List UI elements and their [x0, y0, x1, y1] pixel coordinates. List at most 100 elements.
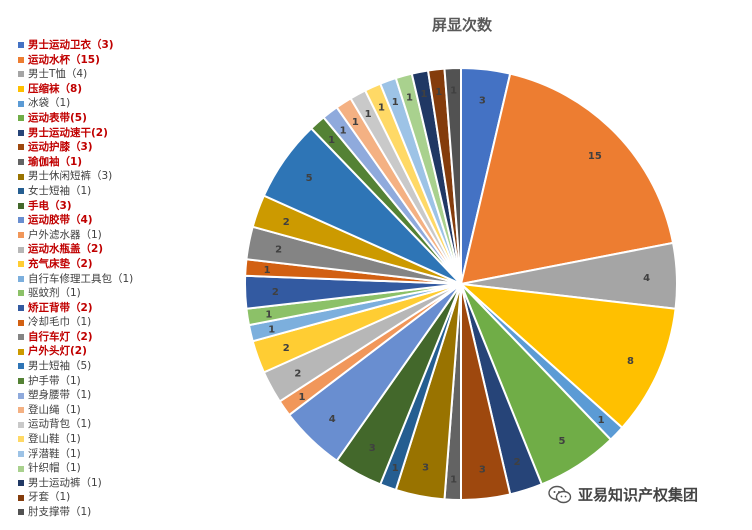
legend-label: 户外头灯(2)	[28, 345, 87, 358]
legend-swatch	[18, 334, 24, 341]
slice-value-label: 1	[392, 463, 399, 474]
legend-swatch	[18, 421, 24, 428]
slice-value-label: 1	[299, 392, 306, 403]
legend-swatch	[18, 188, 24, 195]
slice-value-label: 1	[328, 135, 335, 146]
legend-swatch	[18, 115, 24, 122]
legend-item: 针织帽（1)	[18, 461, 228, 476]
pie-slice	[459, 72, 675, 286]
slice-value-label: 4	[643, 273, 650, 284]
legend-item: 浮潜鞋（1)	[18, 447, 228, 462]
legend-item: 男士运动裤（1)	[18, 476, 228, 491]
slice-value-label: 1	[421, 89, 428, 100]
legend-label: 牙套（1)	[28, 491, 71, 504]
slice-value-label: 3	[369, 443, 376, 454]
legend-swatch	[18, 392, 24, 399]
legend-label: 针织帽（1)	[28, 462, 81, 475]
slice-value-label: 3	[479, 95, 486, 106]
slice-value-label: 1	[264, 265, 271, 276]
legend-item: 运动背包（1)	[18, 417, 228, 432]
legend-swatch	[18, 42, 24, 49]
legend-label: 男士运动卫衣（3)	[28, 39, 114, 51]
legend-label: 男士短袖（5)	[28, 360, 92, 373]
legend-item: 运动护膝（3)	[18, 140, 228, 155]
legend-swatch	[18, 348, 24, 355]
legend-label: 护手带（1)	[28, 374, 81, 387]
slice-value-label: 2	[275, 245, 282, 256]
legend-swatch	[18, 246, 24, 253]
legend-label: 压缩袜（8)	[28, 82, 83, 95]
slice-value-label: 1	[450, 474, 457, 485]
legend-swatch	[18, 304, 24, 311]
slice-value-label: 2	[272, 287, 279, 298]
legend-label: 矫正背带（2)	[28, 301, 93, 314]
legend-item: 护手带（1)	[18, 374, 228, 389]
slice-value-label: 3	[479, 465, 486, 476]
legend-item: 瑜伽袖（1)	[18, 155, 228, 170]
slice-value-label: 1	[268, 324, 275, 335]
legend-item: 冰袋（1)	[18, 96, 228, 111]
legend-label: 冷却毛巾（1)	[28, 316, 92, 329]
slice-value-label: 8	[627, 356, 634, 367]
slice-value-label: 1	[598, 415, 605, 426]
legend-item: 男士休闲短裤（3)	[18, 169, 228, 184]
legend-item: 运动水杯（15)	[18, 53, 228, 68]
legend-label: 塑身腰带（1)	[28, 389, 92, 402]
slice-value-label: 5	[306, 173, 313, 184]
slice-value-label: 1	[378, 103, 385, 114]
legend-label: 登山绳（1)	[28, 403, 81, 416]
slice-value-label: 5	[558, 436, 565, 447]
legend-label: 自行车修理工具包（1)	[28, 272, 134, 285]
legend-label: 运动水杯（15)	[28, 53, 100, 66]
legend-label: 女士短袖（1)	[28, 184, 92, 197]
slice-value-label: 1	[392, 97, 399, 108]
legend-swatch	[18, 494, 24, 501]
legend-label: 户外滤水器（1)	[28, 228, 102, 241]
legend-label: 肘支撑带（1)	[28, 506, 92, 518]
slice-value-label: 1	[340, 125, 347, 136]
legend-label: 自行车灯（2)	[28, 330, 93, 343]
legend-swatch	[18, 363, 24, 370]
legend-item: 矫正背带（2)	[18, 301, 228, 316]
legend-item: 男士T恤（4)	[18, 67, 228, 82]
legend-swatch	[18, 377, 24, 384]
legend-label: 运动水瓶盖（2)	[28, 243, 104, 256]
legend-item: 女士短袖（1)	[18, 184, 228, 199]
slice-value-label: 1	[435, 87, 442, 98]
legend-swatch	[18, 465, 24, 472]
legend-swatch	[18, 290, 24, 297]
legend-swatch	[18, 144, 24, 151]
legend-label: 运动护膝（3)	[28, 141, 93, 154]
legend-item: 运动胶带（4)	[18, 213, 228, 228]
legend-swatch	[18, 261, 24, 268]
legend-item: 登山鞋（1)	[18, 432, 228, 447]
legend-item: 手电（3)	[18, 199, 228, 214]
legend-label: 男士T恤（4)	[28, 68, 88, 81]
legend-item: 男士运动卫衣（3)	[18, 38, 228, 53]
legend-item: 冷却毛巾（1)	[18, 315, 228, 330]
slice-value-label: 1	[352, 117, 359, 128]
slice-value-label: 4	[329, 414, 336, 425]
slice-value-label: 1	[406, 93, 413, 104]
legend-label: 男士运动速干(2)	[28, 126, 108, 139]
legend-swatch	[18, 202, 24, 209]
slice-value-label: 2	[283, 343, 290, 354]
legend-swatch	[18, 86, 24, 93]
legend-swatch	[18, 407, 24, 414]
legend-swatch	[18, 100, 24, 107]
wechat-icon	[548, 485, 572, 503]
watermark-text: 亚易知识产权集团	[578, 486, 699, 504]
watermark: 亚易知识产权集团	[548, 484, 698, 505]
legend-swatch	[18, 173, 24, 180]
legend-item: 男士短袖（5)	[18, 359, 228, 374]
legend-item: 塑身腰带（1)	[18, 388, 228, 403]
legend-swatch	[18, 480, 24, 487]
legend-swatch	[18, 436, 24, 443]
legend-item: 自行车修理工具包（1)	[18, 272, 228, 287]
legend-swatch	[18, 129, 24, 136]
slice-value-label: 1	[265, 310, 272, 321]
slice-value-label: 2	[283, 217, 290, 228]
legend-swatch	[18, 275, 24, 282]
